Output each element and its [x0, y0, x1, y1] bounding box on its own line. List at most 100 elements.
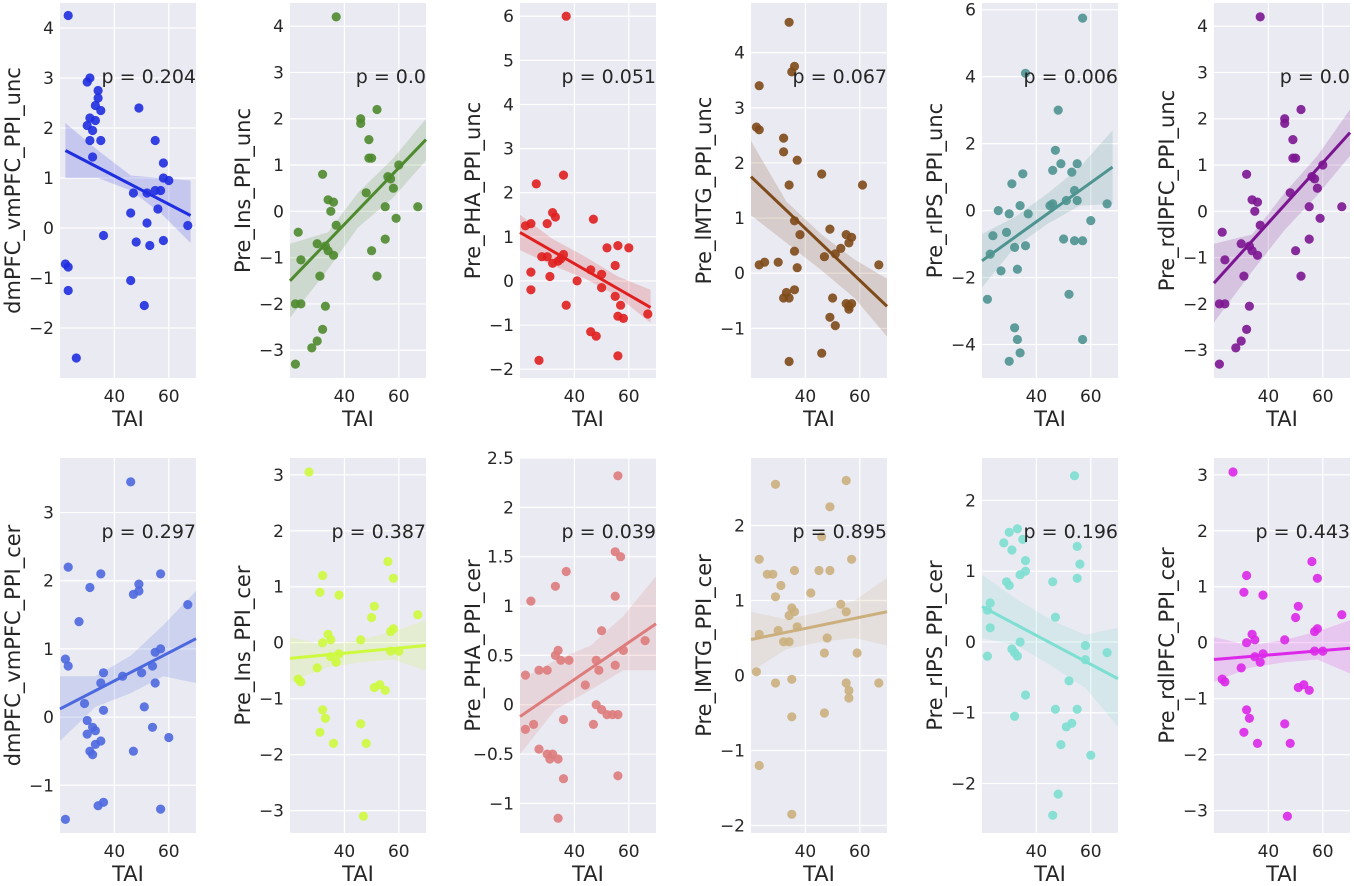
data-point: [610, 260, 620, 271]
data-point: [610, 291, 620, 301]
data-point: [1242, 705, 1252, 715]
p-value-annotation: p = 0.051: [562, 66, 656, 88]
data-point: [1280, 118, 1290, 128]
data-point: [770, 678, 781, 688]
data-point: [388, 573, 398, 583]
y-tick-label: 0: [1197, 634, 1208, 654]
data-point: [1015, 570, 1025, 580]
y-tick-label: −1: [720, 742, 745, 762]
data-point: [1296, 104, 1306, 115]
plot-area: [290, 458, 426, 833]
scatter-panel-8: 40 60 −3 −2 −1 0 1 2 3 p = 0.387 TAI Pre_Ins_PPI_ce…: [231, 458, 427, 886]
scatter-panel-3: 40 60 −2 −1 0 1 2 3 4 5 6 p = 0.051 TAI Pre_PHA_PPI_u…: [461, 3, 656, 431]
data-point: [85, 135, 95, 146]
x-tick-label: 60: [1080, 842, 1102, 862]
data-point: [63, 10, 73, 21]
data-point: [1001, 227, 1012, 237]
data-point: [857, 180, 868, 190]
data-point: [328, 738, 339, 749]
data-point: [844, 693, 854, 703]
data-point: [1280, 635, 1290, 645]
data-point: [1015, 637, 1025, 647]
data-point: [789, 285, 800, 295]
x-axis-label: TAI: [802, 862, 835, 886]
data-point: [1072, 573, 1082, 583]
data-point: [553, 754, 563, 764]
data-point: [1020, 690, 1031, 700]
x-tick-label: 60: [388, 387, 410, 407]
regression-line: [59, 637, 197, 711]
data-point: [526, 267, 536, 277]
scatter-panel-9: 40 60 −1 −0.5 0 0.5 1 1.5 2 2.5 p = 0.039 TAI Pre_PH…: [461, 449, 657, 886]
data-point: [356, 118, 366, 128]
y-tick-label: 0: [734, 264, 745, 284]
data-point: [1080, 640, 1090, 651]
data-point: [770, 479, 781, 489]
y-axis-label: dmPFC_vmPFC_PPI_unc: [1, 67, 26, 314]
x-axis-label: TAI: [571, 407, 604, 431]
data-point: [760, 257, 770, 267]
y-tick-label: 1: [273, 156, 284, 176]
data-point: [1004, 527, 1014, 537]
data-point: [150, 135, 160, 146]
data-point: [318, 705, 328, 715]
data-point: [98, 668, 109, 678]
x-tick-label: 40: [334, 387, 356, 407]
y-tick-label: −2: [720, 817, 745, 837]
regression-line: [1213, 646, 1351, 661]
data-point: [388, 624, 398, 634]
data-point: [640, 636, 650, 646]
plot-area: [60, 458, 196, 833]
data-point: [556, 655, 566, 665]
data-point: [331, 12, 341, 22]
data-point: [90, 739, 100, 750]
y-tick-label: −2: [1183, 295, 1208, 315]
data-point: [825, 502, 835, 512]
data-point: [754, 125, 764, 135]
data-point: [1288, 135, 1298, 145]
y-tick-label: −1: [489, 794, 514, 814]
data-point: [1072, 704, 1082, 714]
data-point: [1048, 165, 1058, 175]
data-point: [602, 243, 612, 253]
x-tick-label: 40: [1258, 387, 1280, 407]
data-point: [128, 188, 138, 198]
scatter-panel-11: 40 60 −2 −1 0 1 2 p = 0.196 TAI Pre_rIPS_PPI_cer: [923, 458, 1119, 886]
y-tick-label: −2: [951, 774, 976, 794]
x-axis-label: TAI: [341, 862, 374, 886]
regression-line: [981, 165, 1114, 263]
data-point: [156, 569, 166, 579]
data-point: [150, 678, 160, 688]
plot-area: [520, 3, 656, 378]
data-point: [548, 258, 558, 268]
data-point: [534, 744, 544, 754]
data-point: [996, 266, 1006, 276]
data-point: [817, 169, 827, 179]
data-point: [982, 651, 993, 661]
data-point: [874, 260, 884, 270]
data-point: [158, 235, 168, 246]
data-point: [1064, 289, 1074, 299]
data-point: [817, 348, 827, 358]
data-point: [1291, 246, 1301, 256]
data-point: [96, 569, 106, 579]
x-tick-label: 40: [1258, 842, 1280, 862]
data-point: [1023, 209, 1033, 219]
data-point: [1236, 239, 1246, 249]
data-point: [356, 719, 366, 729]
y-tick-label: 3: [734, 99, 745, 119]
plot-area: [751, 458, 887, 833]
data-point: [413, 202, 423, 212]
data-point: [74, 617, 84, 627]
data-point: [156, 185, 166, 196]
data-point: [779, 293, 789, 303]
data-point: [558, 774, 569, 784]
scatter-panel-10: 40 60 −2 −1 0 1 2 p = 0.895 TAI Pre_lMTG_PPI_cer: [692, 458, 888, 886]
p-value-annotation: p = 0.067: [793, 66, 887, 88]
data-point: [779, 133, 789, 143]
x-tick-label: 60: [618, 387, 640, 407]
y-tick-label: 1: [965, 562, 976, 582]
data-point: [1252, 250, 1263, 260]
data-point: [618, 313, 629, 323]
